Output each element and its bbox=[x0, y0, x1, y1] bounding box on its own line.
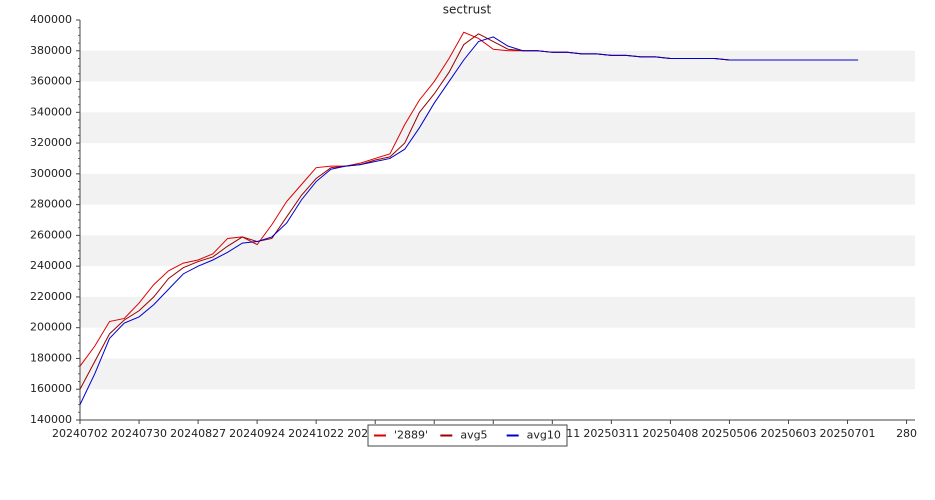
y-tick-label: 360000 bbox=[30, 75, 72, 88]
legend-label: '2889' bbox=[394, 429, 428, 442]
x-tick-label: 20240702 bbox=[52, 427, 108, 440]
x-tick-label: 20250311 bbox=[583, 427, 639, 440]
x-tick-label: 280 bbox=[896, 427, 917, 440]
grid-band bbox=[80, 296, 915, 328]
y-tick-label: 260000 bbox=[30, 228, 72, 241]
x-tick-label: 20250701 bbox=[820, 427, 876, 440]
legend-label: avg5 bbox=[460, 429, 487, 442]
x-tick-label: 20240924 bbox=[229, 427, 285, 440]
y-tick-label: 140000 bbox=[30, 413, 72, 426]
y-tick-label: 320000 bbox=[30, 136, 72, 149]
grid-band bbox=[80, 173, 915, 205]
grid-band bbox=[80, 235, 915, 267]
y-tick-label: 340000 bbox=[30, 105, 72, 118]
y-tick-label: 160000 bbox=[30, 382, 72, 395]
y-tick-label: 400000 bbox=[30, 13, 72, 26]
y-tick-label: 180000 bbox=[30, 351, 72, 364]
y-tick-label: 200000 bbox=[30, 321, 72, 334]
chart-title: sectrust bbox=[443, 3, 492, 17]
x-tick-label: 20250506 bbox=[701, 427, 757, 440]
grid-bands bbox=[80, 50, 915, 390]
series-line bbox=[79, 36, 859, 405]
series-line bbox=[79, 33, 859, 390]
x-tick-label: 20240730 bbox=[111, 427, 167, 440]
x-tick-label: 20250408 bbox=[642, 427, 698, 440]
grid-band bbox=[80, 358, 915, 390]
x-tick-label: 20241022 bbox=[288, 427, 344, 440]
grid-band bbox=[80, 50, 915, 82]
grid-band bbox=[80, 112, 915, 144]
y-tick-label: 300000 bbox=[30, 167, 72, 180]
y-tick-label: 240000 bbox=[30, 259, 72, 272]
x-tick-label: 20240827 bbox=[170, 427, 226, 440]
y-tick-label: 280000 bbox=[30, 198, 72, 211]
y-tick-label: 220000 bbox=[30, 290, 72, 303]
legend-box bbox=[367, 424, 568, 447]
x-tick-label: 20250603 bbox=[760, 427, 816, 440]
legend-label: avg10 bbox=[527, 429, 561, 442]
y-tick-label: 380000 bbox=[30, 44, 72, 57]
